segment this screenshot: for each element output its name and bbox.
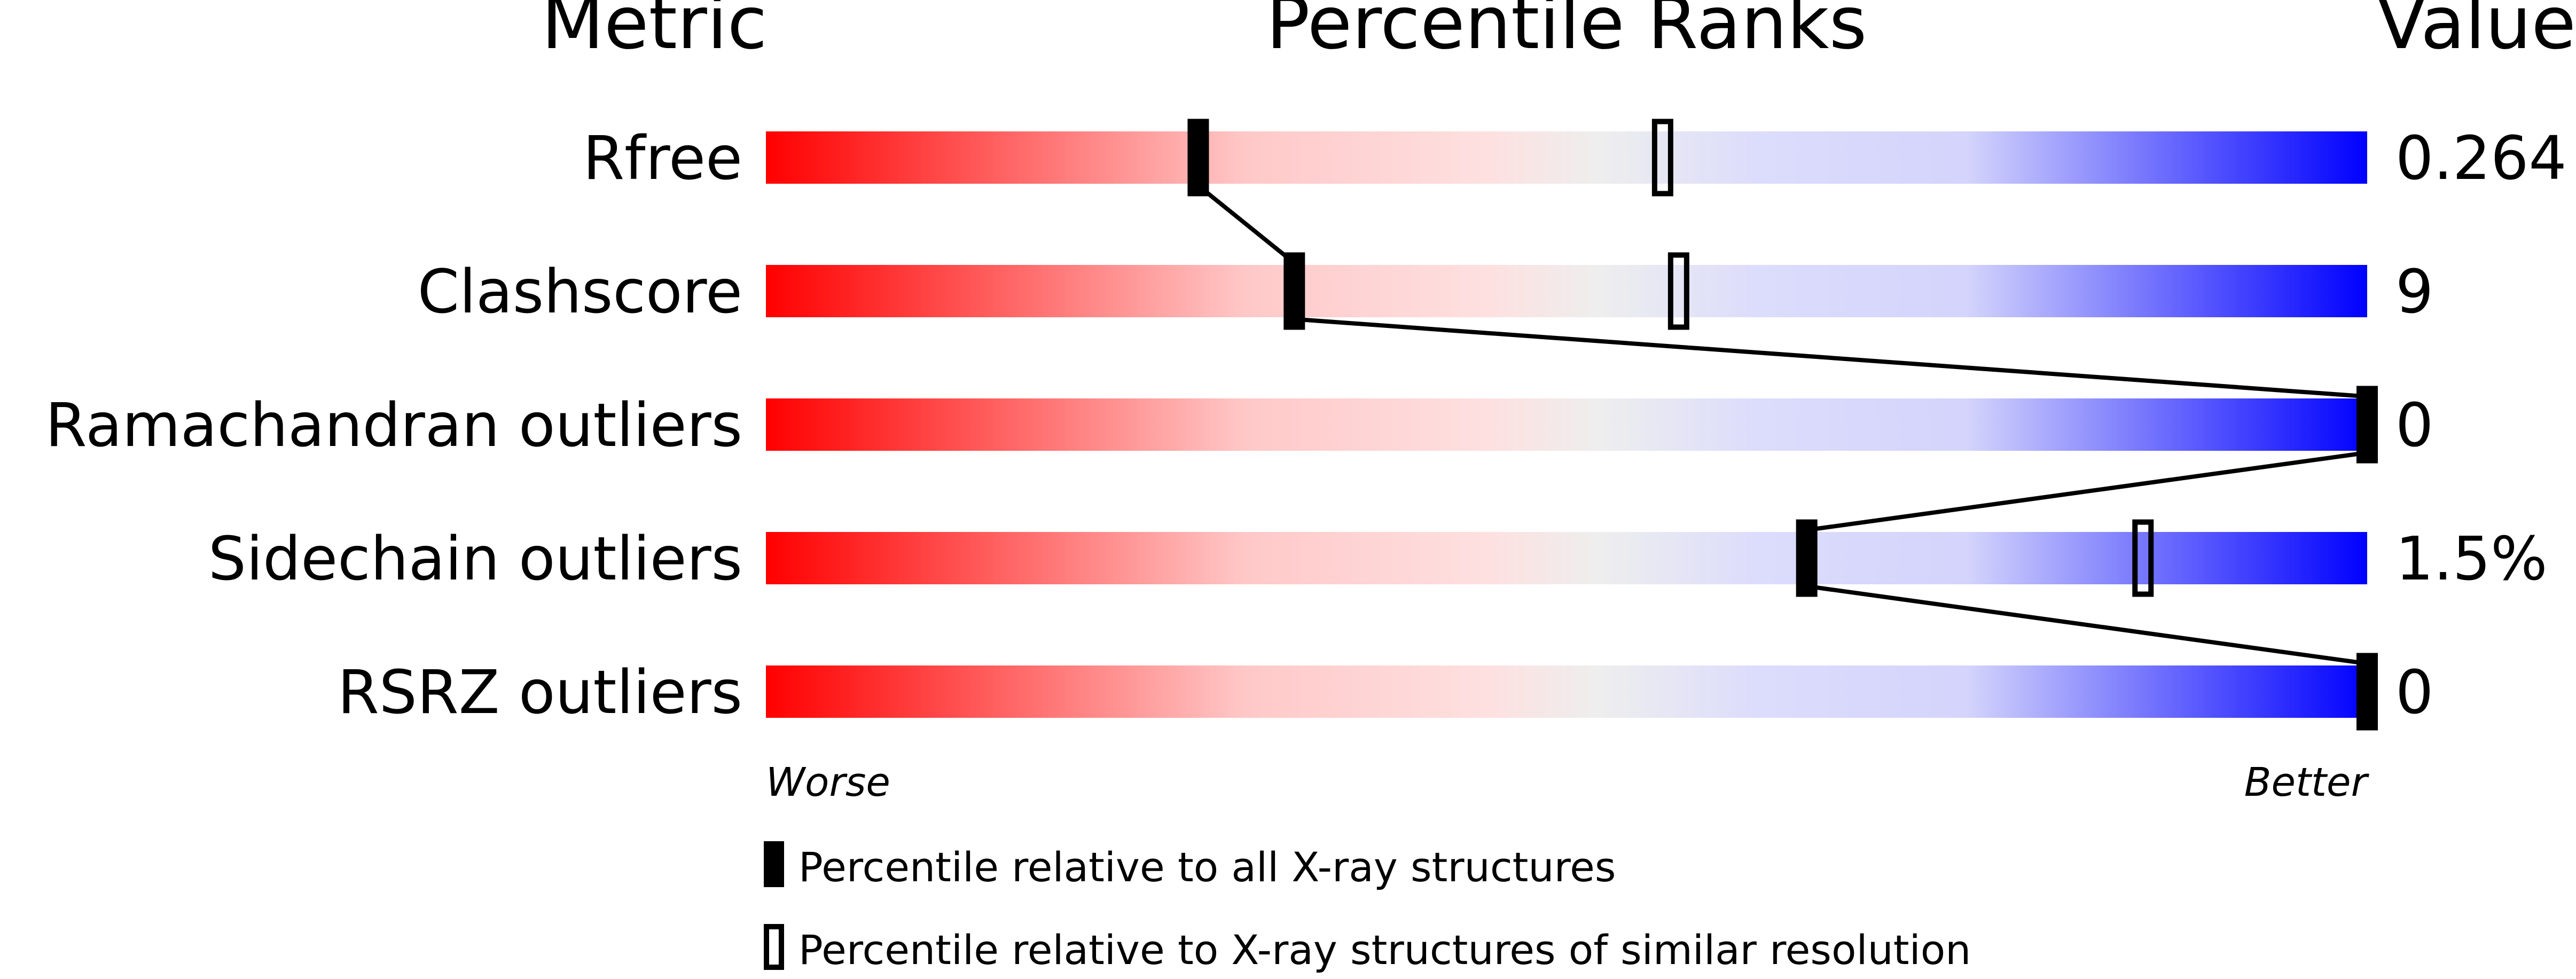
legend-all-label: Percentile relative to all X-ray structu…: [798, 843, 1616, 891]
percentile-bar: [766, 665, 2367, 718]
metric-label: Sidechain outliers: [208, 524, 742, 594]
metric-header: Metric: [542, 0, 768, 66]
metric-value: 1.5%: [2395, 524, 2548, 594]
metric-value: 0: [2395, 658, 2433, 727]
all-structures-marker: [1187, 119, 1209, 197]
metric-value: 9: [2395, 257, 2433, 327]
value-header: Value: [2377, 0, 2576, 66]
percentile-bar: [766, 398, 2367, 451]
metric-label: RSRZ outliers: [338, 658, 742, 727]
metric-value: 0.264: [2395, 124, 2567, 193]
legend-similar-label: Percentile relative to X-ray structures …: [798, 926, 1971, 974]
connector-line: [1806, 450, 2368, 532]
metric-label: Clashscore: [418, 257, 742, 327]
worse-label: Worse: [766, 759, 890, 805]
connector-line: [1196, 184, 1296, 265]
metric-label: Ramachandran outliers: [45, 391, 742, 460]
connector-line: [1294, 317, 2368, 399]
metric-value: 0: [2395, 391, 2433, 460]
all-structures-marker: [2356, 386, 2378, 464]
percentile-bar: [766, 265, 2367, 317]
legend-filled-marker-icon: [764, 841, 784, 887]
similar-resolution-marker: [1651, 119, 1673, 197]
percentile-bar: [766, 131, 2367, 184]
connector-line: [1806, 584, 2368, 666]
better-label: Better: [2244, 759, 2370, 805]
all-structures-marker: [2356, 653, 2378, 731]
all-structures-marker: [1283, 252, 1305, 330]
similar-resolution-marker: [2132, 519, 2154, 597]
similar-resolution-marker: [1667, 252, 1689, 330]
all-structures-marker: [1796, 519, 1818, 597]
legend-open-marker-icon: [764, 924, 784, 970]
percentile-header: Percentile Ranks: [1266, 0, 1867, 66]
metric-label: Rfree: [583, 124, 742, 193]
percentile-bar: [766, 532, 2367, 584]
